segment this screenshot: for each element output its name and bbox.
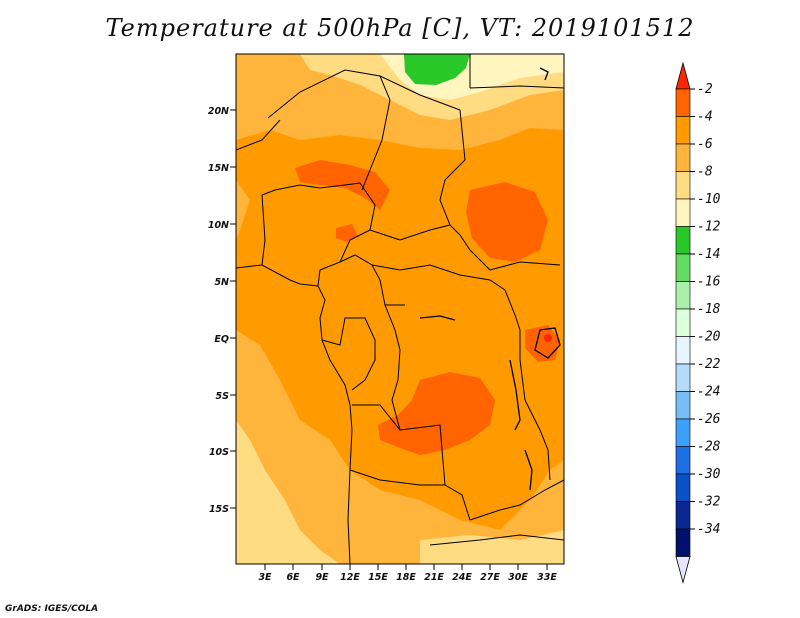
colorbar-label: -10 (697, 192, 721, 207)
borders (236, 54, 564, 564)
lon-tick-label: 15E (368, 572, 388, 583)
colorbar-label: -34 (697, 522, 720, 537)
colorbar-swatch (675, 336, 691, 365)
lon-tick-label: 33E (537, 572, 557, 583)
colorbar-swatch (675, 363, 691, 392)
colorbar-swatch (675, 501, 691, 530)
colorbar-label: -4 (697, 110, 713, 125)
map-title: Temperature at 500hPa [C], VT: 201910151… (105, 14, 695, 42)
band-10-sw (236, 420, 340, 564)
colorbar-label: -16 (697, 275, 721, 290)
colorbar-swatch (675, 171, 691, 200)
colorbar-swatch (675, 88, 691, 117)
lon-tick-label: 30E (508, 572, 528, 583)
lon-tick-label: 24E (452, 572, 472, 583)
colorbar-swatch (675, 528, 691, 557)
map-panel (236, 54, 564, 564)
lat-tick-label: 20N (208, 106, 229, 117)
colorbar-label: -22 (697, 357, 721, 372)
lat-tick-label: EQ (214, 334, 229, 345)
colorbar-label: -20 (697, 330, 721, 345)
lon-axis (264, 564, 548, 570)
colorbar-swatch (675, 418, 691, 447)
lat-tick-label: 10S (209, 447, 229, 458)
lon-tick-label: 12E (340, 572, 360, 583)
colorbar-label: -6 (697, 137, 713, 152)
map-frame (235, 53, 565, 565)
band-4-west-small (336, 224, 358, 242)
colorbar-swatch (675, 116, 691, 145)
lat-tick-label: 5S (216, 391, 230, 402)
grads-credit: GrADS: IGES/COLA (5, 604, 99, 614)
colorbar-label: -18 (697, 302, 721, 317)
colorbar-label: -30 (697, 467, 721, 482)
colorbar-bottom-arrow (675, 556, 691, 585)
band-8-west (236, 180, 250, 240)
colorbar-label: -32 (697, 495, 721, 510)
colorbar-swatch (675, 226, 691, 255)
colorbar-swatch (675, 198, 691, 227)
lat-tick-label: 15N (208, 163, 229, 174)
lat-axis (230, 109, 236, 509)
colorbar-swatch (675, 281, 691, 310)
colorbar-label: -8 (697, 165, 713, 180)
colorbar-label: -24 (697, 385, 720, 400)
band-14-green (404, 54, 470, 85)
colorbar-label: -14 (697, 247, 720, 262)
lat-tick-label: 10N (208, 220, 229, 231)
band-8-southwest (236, 330, 564, 564)
band-10-se (420, 530, 564, 564)
colorbar-swatch (675, 391, 691, 420)
band-4-east (466, 182, 548, 262)
colorbar-label: -28 (697, 440, 721, 455)
colorbar-label: -26 (697, 412, 721, 427)
colorbar-swatch (675, 308, 691, 337)
colorbar-swatch (675, 143, 691, 172)
lon-tick-label: 3E (258, 572, 272, 583)
colorbar-swatch (675, 253, 691, 282)
band-4-center-south (378, 372, 495, 455)
band-4-east-lakes (525, 325, 560, 362)
colorbar: -2 -4 -6 -8 -10 -12 -14 -16 -18 -20 -22 -24 -26 -28 -3… (675, 61, 721, 585)
colorbar-label: -2 (697, 82, 713, 97)
lat-tick-label: 15S (209, 504, 229, 515)
lon-tick-label: 21E (424, 572, 444, 583)
lat-tick-label: 5N (214, 277, 229, 288)
lon-tick-label: 27E (480, 572, 500, 583)
band-2-spot (544, 334, 552, 342)
colorbar-swatch (675, 473, 691, 502)
colorbar-label: -12 (697, 220, 721, 235)
lon-tick-label: 18E (396, 572, 416, 583)
colorbar-swatch (675, 446, 691, 475)
colorbar-top-arrow (675, 61, 691, 90)
lakes (419, 67, 561, 491)
lon-tick-label: 6E (286, 572, 300, 583)
lon-tick-label: 9E (315, 572, 329, 583)
